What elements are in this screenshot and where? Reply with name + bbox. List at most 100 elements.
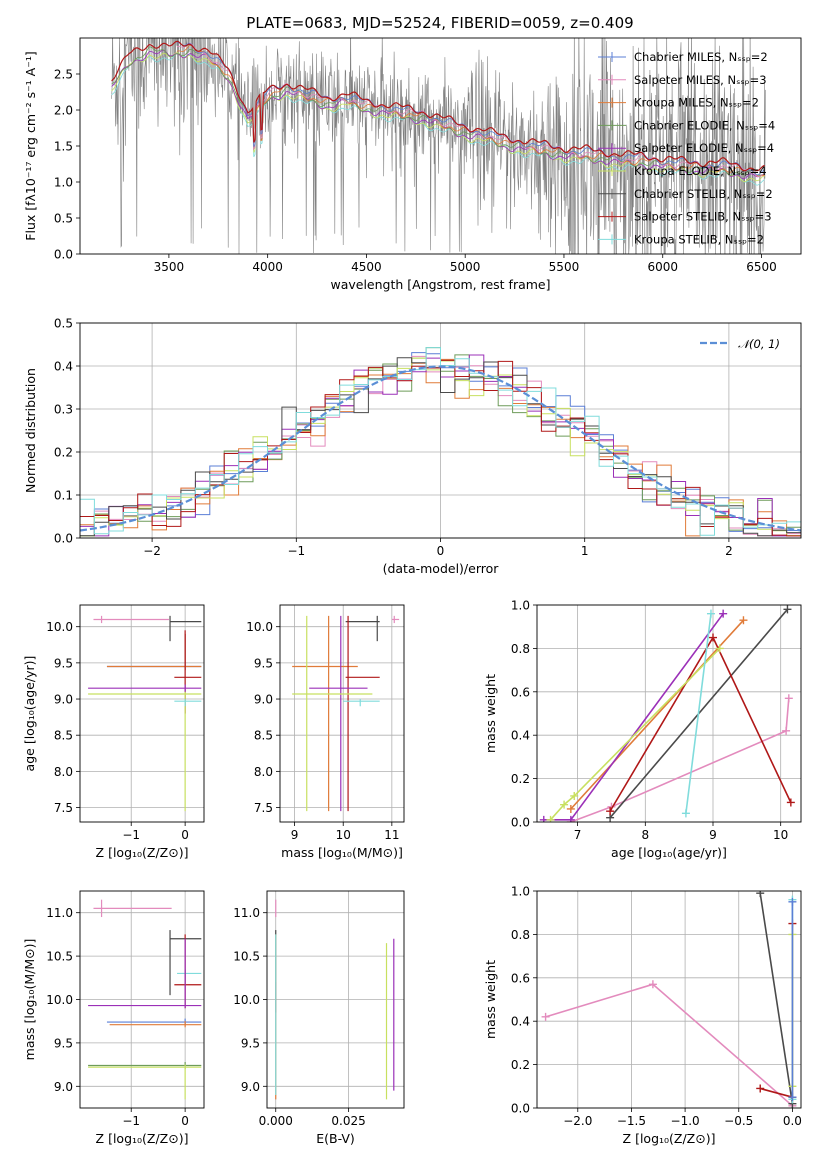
weight-point-marker xyxy=(546,815,555,822)
weight-point-marker xyxy=(756,1084,765,1093)
model-spectrum-chabrier-elodie xyxy=(111,46,765,177)
weight-series-chabrier-stelib xyxy=(759,893,794,1104)
legend-label: Chabrier STELIB, Nₛₛₚ=2 xyxy=(634,187,773,201)
y-tick-label: 9.5 xyxy=(254,656,273,670)
weight-point-marker xyxy=(709,633,717,642)
x-axis-label: mass [log₁₀(M/M⊙)] xyxy=(281,845,403,860)
x-tick-label: 0.025 xyxy=(331,1114,365,1128)
x-tick-label: 0 xyxy=(437,544,445,558)
y-tick-label: 0.8 xyxy=(511,642,530,656)
panel-age-Z: −1 0 7.5 8.0 8.5 9.0 9.5 10.0 Z [log₁₀(Z/Z⊙)] age… xyxy=(22,604,205,860)
x-tick-label: 3500 xyxy=(154,260,185,274)
axes-frame xyxy=(536,890,802,1109)
x-tick-label: 9 xyxy=(291,828,299,842)
x-tick-label: −1 xyxy=(287,544,305,558)
x-tick-label: 6500 xyxy=(746,260,777,274)
weight-point-marker xyxy=(648,980,657,989)
y-tick-label: 0.3 xyxy=(54,403,73,417)
x-tick-label: 7 xyxy=(574,828,582,842)
y-tick-label: 11.0 xyxy=(233,906,260,920)
weight-point-marker xyxy=(560,800,569,809)
figure-title: PLATE=0683, MJD=52524, FIBERID=0059, z=0… xyxy=(246,14,633,32)
y-tick-label: 11.0 xyxy=(46,906,73,920)
x-tick-label: 8 xyxy=(641,828,649,842)
x-tick-label: 1 xyxy=(581,544,589,558)
panel-weight-age: 7 8 9 10 0.0 0.2 0.4 0.6 0.8 1.0 age [log₁₀(age/yr… xyxy=(483,599,802,860)
y-tick-label: 0.0 xyxy=(54,248,73,262)
y-axis-label: mass weight xyxy=(483,960,498,1039)
weight-point-marker xyxy=(739,616,748,625)
observed-spectrum-line xyxy=(111,38,766,254)
axes-frame xyxy=(266,890,405,1109)
y-tick-label: 1.0 xyxy=(511,599,530,613)
x-tick-label: 4500 xyxy=(351,260,382,274)
weight-point-marker xyxy=(784,694,793,703)
plot-area xyxy=(88,899,202,1100)
grid xyxy=(537,604,801,823)
panel-weight-Z: −2.0 −1.5 −1.0 −0.5 0.0 0.0 0.2 0.4 0.6 0.8 1.0 Z [… xyxy=(483,885,802,1147)
y-tick-label: 0.4 xyxy=(511,729,530,743)
weight-series-salpeter-miles xyxy=(545,983,793,1107)
axes-frame xyxy=(536,604,802,823)
weight-series-kroupa-miles xyxy=(570,619,745,810)
weight-point-marker xyxy=(539,815,548,822)
plot-area xyxy=(88,615,202,812)
axes-frame xyxy=(79,604,205,823)
axes-frame xyxy=(279,604,405,823)
residual-histogram-kroupa-stelib xyxy=(80,347,801,536)
axes-frame xyxy=(79,322,802,539)
legend-label: Salpeter ELODIE, Nₛₛₚ=4 xyxy=(634,141,774,155)
y-tick-label: 0.4 xyxy=(511,1015,530,1029)
weight-point-marker xyxy=(782,726,791,735)
y-tick-label: 0.0 xyxy=(511,1102,530,1116)
legend-label: Chabrier MILES, Nₛₛₚ=2 xyxy=(634,50,768,64)
y-tick-label: 7.5 xyxy=(54,801,73,815)
y-tick-label: 0.2 xyxy=(511,1058,530,1072)
plot-area xyxy=(275,899,395,1100)
y-tick-label: 9.0 xyxy=(241,1080,260,1094)
legend-label: Kroupa MILES, Nₛₛₚ=2 xyxy=(634,96,759,110)
y-tick-label: 10.5 xyxy=(233,950,260,964)
weight-point-marker xyxy=(606,807,615,816)
y-tick-label: 9.5 xyxy=(241,1036,260,1050)
weight-point-marker xyxy=(756,891,765,898)
y-tick-label: 0.8 xyxy=(511,928,530,942)
weight-point-marker xyxy=(788,1093,797,1102)
weight-point-marker xyxy=(706,609,715,618)
y-tick-label: 0.2 xyxy=(54,446,73,460)
y-tick-label: 0.6 xyxy=(511,971,530,985)
y-tick-label: 9.5 xyxy=(54,656,73,670)
y-tick-label: 9.5 xyxy=(54,1036,73,1050)
y-tick-label: 2.5 xyxy=(54,68,73,82)
normal-curve xyxy=(80,365,801,532)
y-axis-label: age [log₁₀(age/yr)] xyxy=(22,656,37,772)
y-tick-label: 1.5 xyxy=(54,140,73,154)
x-tick-label: 11 xyxy=(384,828,399,842)
x-axis-label: age [log₁₀(age/yr)] xyxy=(611,845,727,860)
y-tick-label: 1.0 xyxy=(54,176,73,190)
x-axis-label: Z [log₁₀(Z/Z⊙)] xyxy=(623,1131,716,1146)
x-tick-label: 4000 xyxy=(252,260,283,274)
y-axis-label: Normed distribution xyxy=(23,368,38,493)
weight-series-kroupa-stelib xyxy=(685,613,712,814)
x-axis-label: E(B-V) xyxy=(316,1131,355,1146)
legend-label: Salpeter STELIB, Nₛₛₚ=3 xyxy=(634,210,772,224)
plot-area xyxy=(541,891,797,1108)
plot-area xyxy=(111,38,766,254)
x-tick-label: 0.000 xyxy=(259,1114,293,1128)
x-tick-label: 5000 xyxy=(450,260,481,274)
x-axis-label: Z [log₁₀(Z/Z⊙)] xyxy=(96,1131,189,1146)
weight-point-marker xyxy=(541,1012,550,1021)
y-tick-label: 8.0 xyxy=(54,765,73,779)
plot-area xyxy=(539,605,795,822)
weight-point-marker xyxy=(566,804,575,813)
y-axis-label: Flux [fλ10⁻¹⁷ erg cm⁻² s⁻¹ A⁻¹] xyxy=(23,51,38,240)
grid xyxy=(537,890,801,1109)
panel-mass-Z: −1 0 9.0 9.5 10.0 10.5 11.0 Z [log₁₀(Z/Z⊙)] mass… xyxy=(22,890,205,1146)
weight-point-marker xyxy=(788,897,797,906)
x-tick-label: −2 xyxy=(143,544,161,558)
y-axis-label: mass weight xyxy=(483,674,498,753)
y-tick-label: 0.0 xyxy=(511,816,530,830)
x-tick-label: 2 xyxy=(725,544,733,558)
y-tick-label: 8.0 xyxy=(254,765,273,779)
